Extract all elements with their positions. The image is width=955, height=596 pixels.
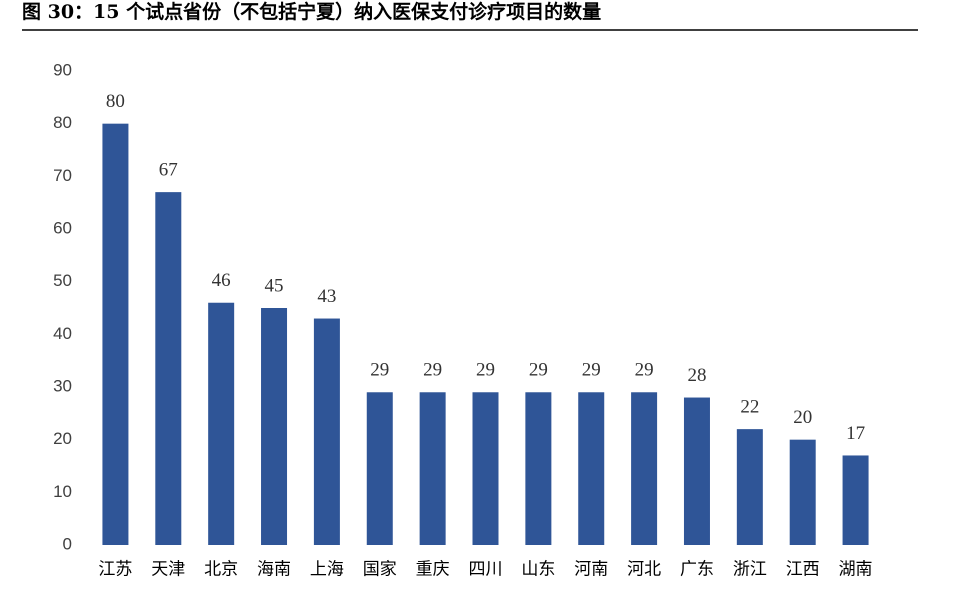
- y-tick-label: 40: [53, 324, 72, 343]
- data-label: 29: [529, 360, 548, 381]
- bar: [525, 392, 552, 545]
- x-tick-label: 江西: [786, 560, 820, 580]
- bar: [313, 318, 340, 545]
- x-tick-label: 四川: [469, 560, 503, 580]
- data-label: 17: [846, 423, 865, 444]
- x-tick-label: 湖南: [839, 560, 873, 580]
- y-tick-label: 30: [53, 376, 72, 395]
- bar: [208, 302, 235, 545]
- x-tick-label: 海南: [257, 560, 291, 580]
- y-tick-label: 90: [53, 60, 72, 79]
- bar: [366, 392, 393, 545]
- data-label: 29: [423, 360, 442, 381]
- data-label: 45: [265, 275, 284, 296]
- y-tick-label: 0: [63, 534, 72, 553]
- data-label: 20: [793, 407, 812, 428]
- x-tick-label: 重庆: [416, 560, 450, 580]
- x-tick-label: 上海: [310, 560, 344, 580]
- x-tick-label: 江苏: [98, 560, 132, 580]
- bar: [842, 455, 869, 545]
- x-tick-label: 天津: [151, 560, 185, 580]
- data-label: 22: [740, 396, 759, 417]
- bar: [261, 308, 288, 545]
- y-tick-label: 80: [53, 113, 72, 132]
- bar: [419, 392, 446, 545]
- data-label: 46: [212, 270, 231, 291]
- data-label: 29: [476, 360, 495, 381]
- data-label: 80: [106, 91, 125, 112]
- x-tick-label: 河北: [627, 560, 661, 580]
- data-label: 67: [159, 159, 178, 180]
- x-tick-label: 河南: [574, 560, 608, 580]
- bar: [155, 192, 182, 545]
- bar: [683, 397, 710, 545]
- y-tick-label: 60: [53, 218, 72, 237]
- x-tick-label: 浙江: [733, 560, 767, 580]
- y-tick-label: 10: [53, 482, 72, 501]
- x-tick-label: 国家: [363, 560, 397, 580]
- bar: [102, 123, 129, 546]
- data-label: 29: [635, 360, 654, 381]
- bar: [736, 429, 763, 545]
- x-tick-label: 北京: [204, 560, 238, 580]
- bar: [631, 392, 658, 545]
- y-tick-label: 70: [53, 166, 72, 185]
- data-label: 29: [582, 360, 601, 381]
- data-label: 28: [687, 365, 706, 386]
- chart-title: 图 30：15 个试点省份（不包括宁夏）纳入医保支付诊疗项目的数量: [22, 0, 601, 23]
- y-tick-label: 50: [53, 271, 72, 290]
- x-tick-label: 山东: [521, 560, 555, 580]
- x-tick-label: 广东: [680, 560, 714, 580]
- bar: [789, 439, 816, 545]
- data-label: 29: [370, 360, 389, 381]
- bar: [472, 392, 499, 545]
- bar: [578, 392, 605, 545]
- data-label: 43: [317, 286, 336, 307]
- y-tick-label: 20: [53, 429, 72, 448]
